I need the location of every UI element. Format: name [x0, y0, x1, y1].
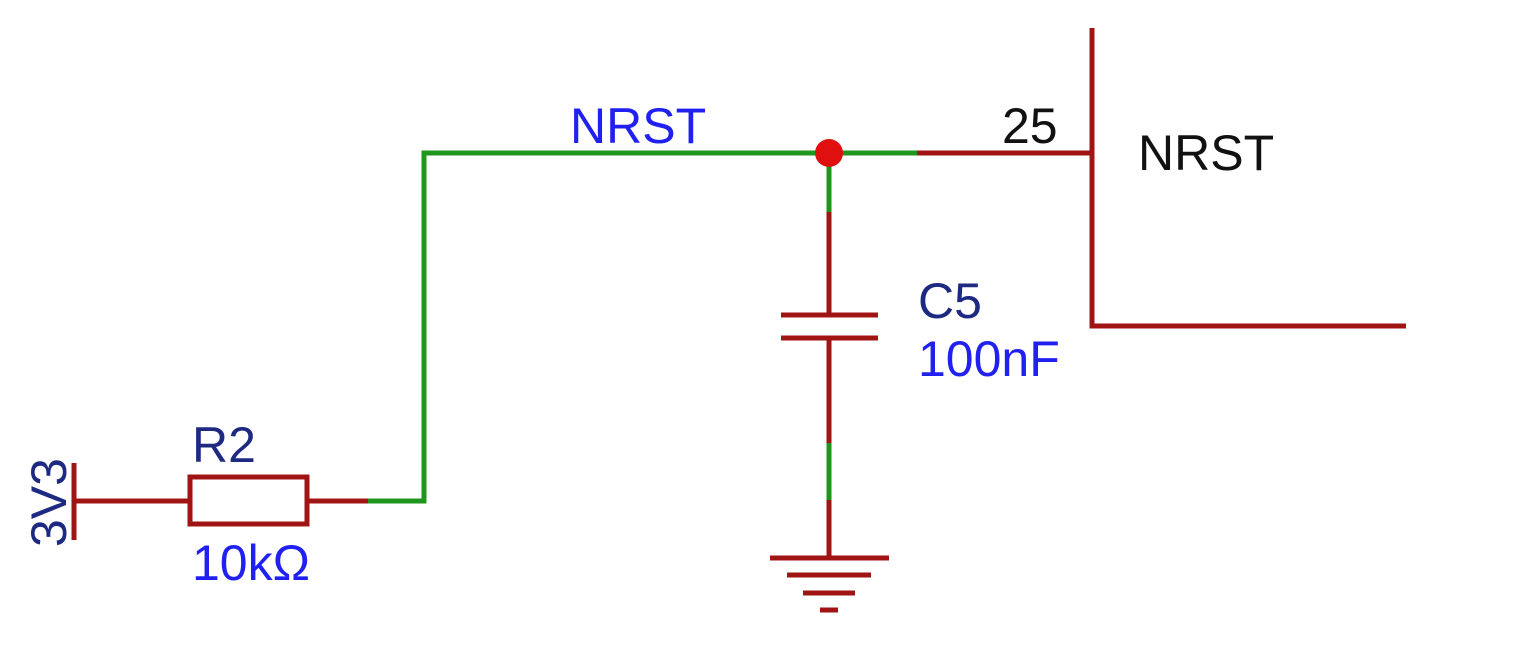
- ic-pin-name: NRST: [1138, 125, 1274, 181]
- net-label-nrst: NRST: [570, 98, 706, 154]
- capacitor-value: 100nF: [918, 331, 1060, 387]
- power-port-3v3: 3V3: [21, 458, 190, 547]
- ground-icon: [770, 500, 889, 613]
- ic-body-edge: [1089, 28, 1406, 329]
- resistor-body: [187, 474, 310, 527]
- ic-pin-25: 25 NRST: [917, 28, 1406, 329]
- resistor-designator: R2: [192, 417, 256, 473]
- nrst-net-wire: NRST: [368, 98, 917, 504]
- power-net-label: 3V3: [21, 458, 77, 547]
- resistor-value: 10kΩ: [192, 535, 310, 591]
- junction-dot: [815, 139, 843, 167]
- ic-pin-number: 25: [1002, 98, 1058, 154]
- capacitor-c5: C5 100nF: [781, 212, 1060, 443]
- wire-resistor-to-junction: [368, 150, 917, 504]
- capacitor-designator: C5: [918, 273, 982, 329]
- resistor-r2: R2 10kΩ: [187, 417, 368, 591]
